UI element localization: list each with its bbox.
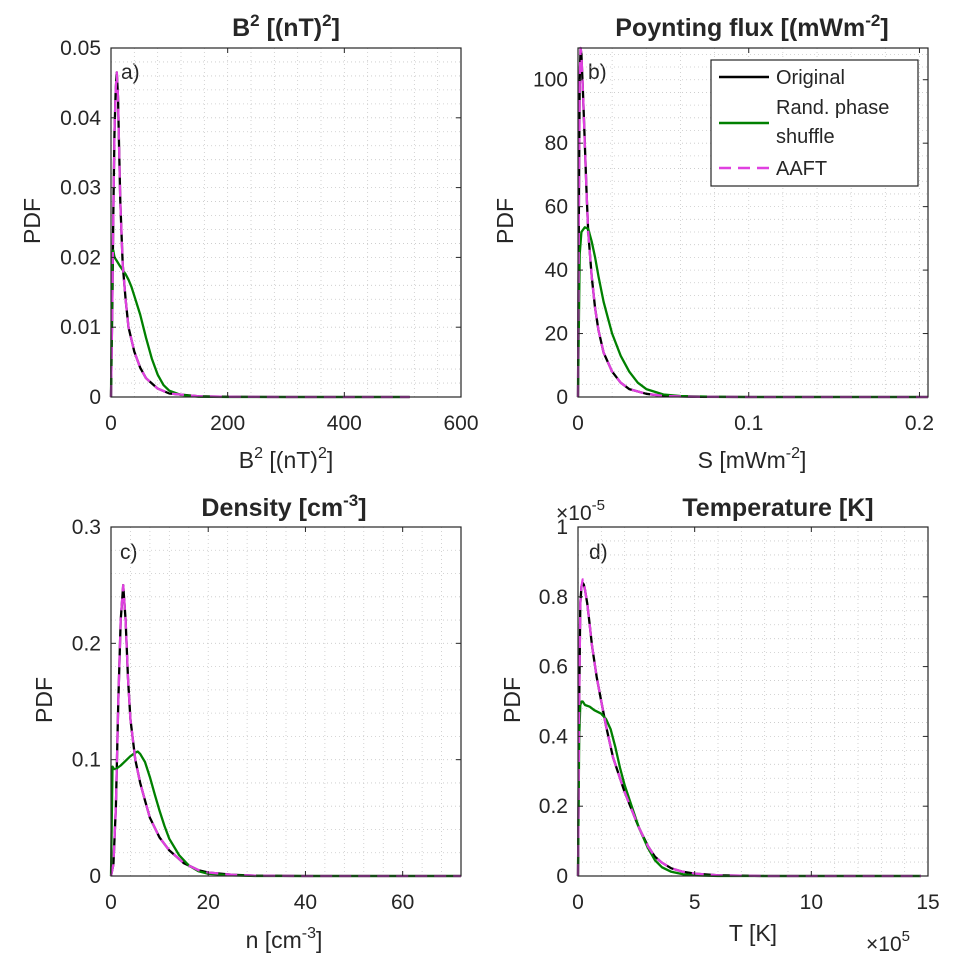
panel-a-ytick-label: 0 (89, 386, 101, 409)
panel-c: Density [cm-3] n [cm-3] PDF c) (31, 491, 367, 953)
panel-a-xtick-label: 200 (210, 412, 245, 435)
panel-d-x-exponent: ×105 (866, 928, 910, 956)
panel-d-ytick-label: 0 (556, 865, 568, 888)
panel-b-plot: 0 0.1 0.2 0 20 40 60 80 100 (533, 46, 934, 435)
panel-a-ytick-label: 0.02 (60, 246, 101, 269)
panel-b-xtick-label: 0.2 (905, 412, 934, 435)
panel-d-ytick-label: 0.8 (539, 586, 568, 609)
panel-d-ytick-label: 0.2 (539, 795, 568, 818)
panel-a-ylabel: PDF (19, 198, 45, 244)
panel-b: Poynting flux [(mWm-2] S [mWm-2] PDF b) (492, 11, 889, 473)
panel-c-axes-box (110, 526, 462, 877)
panel-c-ytick-label: 0 (89, 865, 101, 888)
panel-b-axes-box (577, 47, 929, 398)
panel-c-title: Density [cm-3] (201, 491, 366, 522)
panel-c-xtick-label: 60 (391, 891, 414, 914)
panel-b-ytick-label: 0 (556, 386, 568, 409)
panel-a-xtick-label: 600 (443, 412, 478, 435)
panel-c-xtick-label: 0 (105, 891, 117, 914)
panel-b-ytick-label: 60 (545, 196, 568, 219)
panel-b-xlabel: S [mWm-2] (698, 445, 807, 473)
panel-a-ytick-label: 0.04 (60, 107, 101, 130)
panel-c-ylabel: PDF (31, 677, 57, 723)
panel-b-label: b) (588, 61, 607, 84)
panel-a-ytick-label: 0.05 (60, 37, 101, 60)
panel-d-ytick-label: 0.6 (539, 656, 568, 679)
panel-b-ytick-label: 20 (545, 323, 568, 346)
panel-a-xtick-label: 0 (105, 412, 117, 435)
panel-d: Temperature [K] T [K] PDF d) ×10-5 ×105 (499, 494, 910, 956)
panel-d-xlabel: T [K] (729, 920, 777, 946)
panel-c-xtick-label: 20 (197, 891, 220, 914)
legend-label-aaft: AAFT (776, 158, 827, 180)
panel-c-ytick-label: 0.3 (72, 516, 101, 539)
panel-c-xtick-label: 40 (294, 891, 317, 914)
panel-a-title: B2 [(nT)2] (232, 11, 340, 42)
panel-d-series-3 (576, 578, 921, 878)
panel-c-ytick-label: 0.2 (72, 632, 101, 655)
legend-label-rand-phase-2: shuffle (776, 126, 835, 148)
panel-a: B2 [(nT)2] B2 [(nT)2] PDF a) (19, 11, 340, 473)
panel-b-title: Poynting flux [(mWm-2] (615, 11, 888, 42)
panel-d-axes-box (577, 526, 929, 877)
panel-c-xlabel: n [cm-3] (246, 925, 323, 953)
panel-b-ytick-label: 80 (545, 132, 568, 155)
panel-b-xtick-label: 0 (572, 412, 584, 435)
legend-label-rand-phase-1: Rand. phase (776, 97, 889, 119)
panel-b-xtick-label: 0.1 (734, 412, 763, 435)
panel-d-plot: 0 5 10 15 0 0.2 0.4 0.6 0.8 1 (539, 516, 940, 914)
panel-b-ytick-label: 40 (545, 259, 568, 282)
panel-c-plot: 0 20 40 60 0 0.1 0.2 0.3 (72, 516, 462, 914)
panel-a-label: a) (121, 61, 140, 84)
panel-d-title: Temperature [K] (682, 494, 873, 522)
legend-label-original: Original (776, 67, 845, 89)
panel-c-ytick-label: 0.1 (72, 749, 101, 772)
panel-d-xtick-label: 15 (916, 891, 939, 914)
panel-c-label: c) (120, 541, 138, 564)
panel-d-y-exponent: ×10-5 (556, 497, 605, 525)
legend: Original Rand. phase shuffle AAFT (710, 59, 919, 187)
panel-a-ytick-label: 0.03 (60, 177, 101, 200)
panel-b-ylabel: PDF (492, 198, 518, 244)
panel-a-plot: 0 200 400 600 0 0.01 0.02 0.03 0.04 0.05 (60, 37, 478, 435)
panel-a-xlabel: B2 [(nT)2] (239, 445, 334, 473)
panel-a-axes-box (110, 47, 462, 398)
panel-d-xtick-label: 0 (572, 891, 584, 914)
panel-d-label: d) (589, 541, 608, 564)
panel-d-xtick-label: 5 (689, 891, 701, 914)
panel-a-xtick-label: 400 (327, 412, 362, 435)
panel-d-ylabel: PDF (499, 677, 525, 723)
panel-a-ytick-label: 0.01 (60, 316, 101, 339)
panel-d-ytick-label: 0.4 (539, 725, 569, 748)
panel-b-ytick-label: 100 (533, 69, 568, 92)
panel-d-xtick-label: 10 (800, 891, 823, 914)
panel-d-ytick-label: 1 (556, 516, 568, 539)
